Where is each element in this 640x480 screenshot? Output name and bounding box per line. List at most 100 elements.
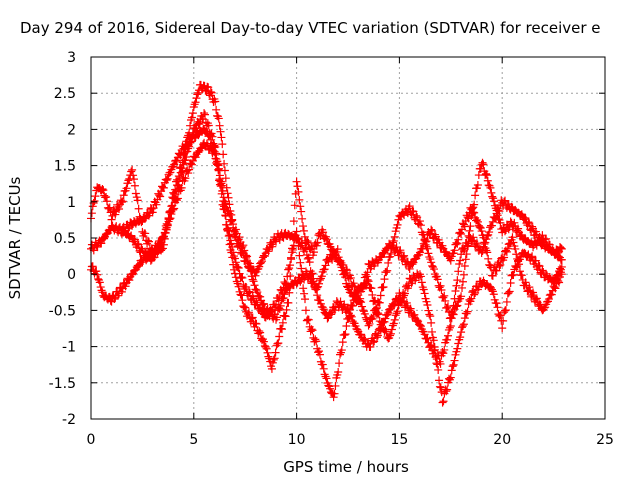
data-point-marker: [182, 153, 191, 162]
data-point-marker: [495, 262, 504, 271]
data-point-marker: [304, 315, 313, 324]
data-point-marker: [219, 150, 228, 159]
data-point-marker: [452, 281, 461, 290]
data-point-marker: [373, 309, 382, 318]
data-point-marker: [220, 166, 229, 175]
data-point-marker: [391, 311, 400, 320]
data-point-marker: [515, 267, 524, 276]
data-point-marker: [408, 260, 417, 269]
data-point-marker: [184, 144, 193, 153]
data-point-marker: [236, 290, 245, 299]
data-point-marker: [242, 283, 251, 292]
data-point-marker: [370, 337, 379, 346]
y-tick-label: 1: [67, 195, 76, 211]
data-point-marker: [294, 187, 303, 196]
data-point-marker: [115, 205, 124, 214]
data-point-marker: [215, 171, 224, 180]
data-point-marker: [233, 263, 242, 272]
data-point-marker: [446, 322, 455, 331]
data-point-marker: [320, 370, 329, 379]
data-point-marker: [487, 188, 496, 197]
data-point-marker: [215, 121, 224, 130]
data-point-marker: [443, 385, 452, 394]
data-point-marker: [88, 262, 97, 271]
data-point-marker: [492, 299, 501, 308]
data-point-marker: [386, 329, 395, 338]
data-point-marker: [457, 292, 466, 301]
data-point-marker: [410, 310, 419, 319]
data-point-marker: [188, 109, 197, 118]
data-point-marker: [343, 305, 352, 314]
y-tick-label: -2: [62, 412, 76, 428]
data-point-marker: [416, 272, 425, 281]
data-point-marker: [477, 227, 486, 236]
data-point-marker: [94, 274, 103, 283]
data-point-marker: [399, 293, 408, 302]
data-point-marker: [104, 204, 113, 213]
data-point-marker: [551, 284, 560, 293]
data-point-marker: [457, 230, 466, 239]
data-point-marker: [419, 285, 428, 294]
data-point-marker: [252, 319, 261, 328]
data-point-marker: [472, 215, 481, 224]
data-point-marker: [409, 207, 418, 216]
data-point-marker: [300, 289, 309, 298]
data-point-marker: [290, 201, 299, 210]
data-point-marker: [505, 287, 514, 296]
data-point-marker: [515, 260, 524, 269]
data-point-marker: [272, 313, 281, 322]
data-point-marker: [490, 213, 499, 222]
data-point-marker: [435, 376, 444, 385]
data-point-marker: [436, 359, 445, 368]
data-point-marker: [328, 245, 337, 254]
y-tick-label: 3: [67, 50, 76, 66]
data-point-marker: [289, 217, 298, 226]
data-point-marker: [514, 256, 523, 265]
data-point-marker: [225, 231, 234, 240]
data-point-marker: [256, 292, 265, 301]
data-point-marker: [282, 305, 291, 314]
data-point-marker: [440, 345, 449, 354]
data-point-marker: [229, 248, 238, 257]
data-point-marker: [258, 253, 267, 262]
data-point-marker: [292, 177, 301, 186]
data-point-marker: [183, 133, 192, 142]
data-point-marker: [360, 309, 369, 318]
data-point-marker: [133, 196, 142, 205]
data-point-marker: [315, 296, 324, 305]
data-point-marker: [194, 148, 203, 157]
data-point-marker: [364, 321, 373, 330]
data-point-marker: [382, 327, 391, 336]
data-point-marker: [195, 120, 204, 129]
data-point-marker: [422, 297, 431, 306]
data-point-marker: [438, 398, 447, 407]
data-point-marker: [471, 191, 480, 200]
data-point-marker: [88, 202, 97, 211]
data-point-marker: [295, 251, 304, 260]
data-point-marker: [168, 201, 177, 210]
data-point-marker: [278, 318, 287, 327]
data-point-marker: [178, 167, 187, 176]
data-point-marker: [353, 325, 362, 334]
data-point-marker: [284, 265, 293, 274]
data-point-marker: [267, 364, 276, 373]
data-point-marker: [254, 291, 263, 300]
data-point-marker: [259, 337, 268, 346]
data-point-marker: [426, 342, 435, 351]
data-point-marker: [412, 211, 421, 220]
y-tick-label: 0: [67, 267, 76, 283]
data-point-marker: [557, 255, 566, 264]
data-point-marker: [509, 238, 518, 247]
data-point-marker: [159, 183, 168, 192]
data-point-marker: [211, 150, 220, 159]
data-point-marker: [449, 310, 458, 319]
data-point-marker: [487, 221, 496, 230]
data-point-marker: [528, 252, 537, 261]
data-point-marker: [118, 197, 127, 206]
data-point-marker: [128, 270, 137, 279]
data-point-marker: [331, 381, 340, 390]
data-point-marker: [258, 257, 267, 266]
data-point-marker: [388, 321, 397, 330]
data-point-marker: [156, 240, 165, 249]
data-point-marker: [300, 232, 309, 241]
